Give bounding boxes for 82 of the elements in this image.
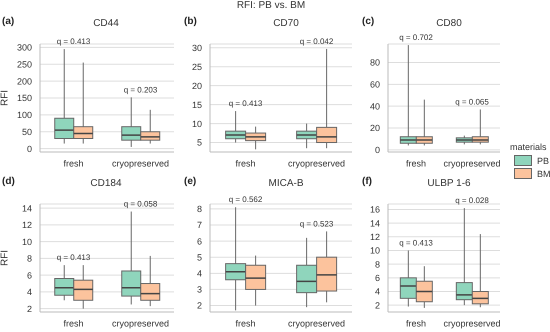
y-tick-label: 12 <box>370 232 380 242</box>
y-tick-label: 2 <box>374 300 380 310</box>
x-tick-label: cryopreserved <box>443 158 501 168</box>
chart-title: MICA-B <box>268 178 304 189</box>
y-tick-label: 8 <box>196 204 202 214</box>
annotation: q = 0.413 <box>399 238 434 248</box>
y-tick-label: 40 <box>370 101 380 112</box>
chart-title: CD70 <box>272 18 300 29</box>
y-tick-label: 50 <box>22 126 32 137</box>
y-tick-label: 20 <box>192 80 202 91</box>
y-tick-label: 30 <box>192 42 202 53</box>
annotation: q = 0.203 <box>124 85 158 94</box>
y-tick-label: 8 <box>26 254 32 264</box>
y-tick-label: 5 <box>196 138 202 148</box>
x-tick-label: fresh <box>235 158 256 168</box>
annotation: q = 0.058 <box>124 200 158 209</box>
y-tick-label: 15 <box>192 100 202 110</box>
text: (e) <box>184 176 196 187</box>
y-tick-label: 0 <box>26 144 32 154</box>
y-tick-label: 6 <box>374 273 380 284</box>
x-tick-label: cryopreserved <box>443 318 501 328</box>
x-tick-label: cryopreserved <box>288 158 346 168</box>
annotation: q = 0.413 <box>56 37 91 46</box>
text: (a) <box>2 16 14 27</box>
text: q = 0.702 <box>399 33 434 42</box>
text: RFI: PB vs. BM <box>236 0 306 11</box>
y-tick-label: 4 <box>196 268 202 279</box>
y-tick-label: 4 <box>26 287 32 298</box>
y-axis-title: RFI <box>0 90 11 106</box>
y-tick-label: 2 <box>26 304 32 314</box>
annotation: q = 0.413 <box>56 253 91 262</box>
y-tick-label: 5 <box>196 252 202 262</box>
x-tick-label: fresh <box>406 158 426 168</box>
y-tick-label: 7 <box>196 220 202 230</box>
y-tick-label: 6 <box>196 236 202 246</box>
text: (b) <box>184 16 197 27</box>
y-tick-label: 20 <box>370 123 380 134</box>
x-tick-label: fresh <box>235 318 256 328</box>
chart-title: CD184 <box>89 178 123 189</box>
annotation: q = 0.523 <box>300 219 334 228</box>
y-tick-label: 10 <box>192 118 202 129</box>
y-tick-label: 6 <box>26 270 32 280</box>
x-tick-label: fresh <box>63 318 84 328</box>
y-tick-label: 12 <box>22 220 32 230</box>
annotation: q = 0.042 <box>300 36 334 46</box>
y-axis-title: RFI <box>0 250 11 266</box>
y-tick-label: 0 <box>374 145 380 156</box>
legend-label: BM <box>537 168 550 178</box>
legend-label: PB <box>537 156 550 166</box>
text: (f) <box>362 176 372 187</box>
chart-title: CD44 <box>92 18 120 29</box>
x-tick-label: cryopreserved <box>288 318 346 328</box>
annotation: q = 0.065 <box>455 97 490 106</box>
y-tick-label: 10 <box>370 246 380 256</box>
y-tick-label: 300 <box>16 42 32 53</box>
y-tick-label: 2 <box>196 300 202 311</box>
legend-title: materials <box>510 142 548 152</box>
annotation: q = 0.413 <box>228 99 263 108</box>
y-tick-label: 8 <box>374 259 380 270</box>
y-tick-label: 200 <box>16 76 32 86</box>
x-tick-label: fresh <box>63 158 84 168</box>
y-tick-label: 250 <box>16 59 32 70</box>
y-tick-label: 100 <box>16 110 32 120</box>
y-tick-label: 150 <box>16 93 32 104</box>
annotation: q = 0.562 <box>228 195 263 204</box>
y-tick-label: 10 <box>22 236 32 247</box>
y-tick-label: 14 <box>370 218 380 228</box>
text: (c) <box>362 16 374 27</box>
annotation: q = 0.028 <box>455 196 490 206</box>
chart-title: ULBP 1-6 <box>426 178 472 189</box>
y-tick-label: 80 <box>370 58 380 68</box>
y-tick-label: 16 <box>370 204 380 215</box>
y-tick-label: 60 <box>370 80 380 90</box>
y-tick-label: 14 <box>22 203 32 214</box>
text: (d) <box>2 176 15 187</box>
x-tick-label: fresh <box>406 318 426 328</box>
chart-title: CD80 <box>435 18 463 29</box>
y-tick-label: 4 <box>374 286 380 297</box>
x-tick-label: cryopreserved <box>112 318 170 328</box>
y-tick-label: 25 <box>192 62 202 72</box>
y-tick-label: 3 <box>196 284 202 295</box>
x-tick-label: cryopreserved <box>112 158 170 168</box>
